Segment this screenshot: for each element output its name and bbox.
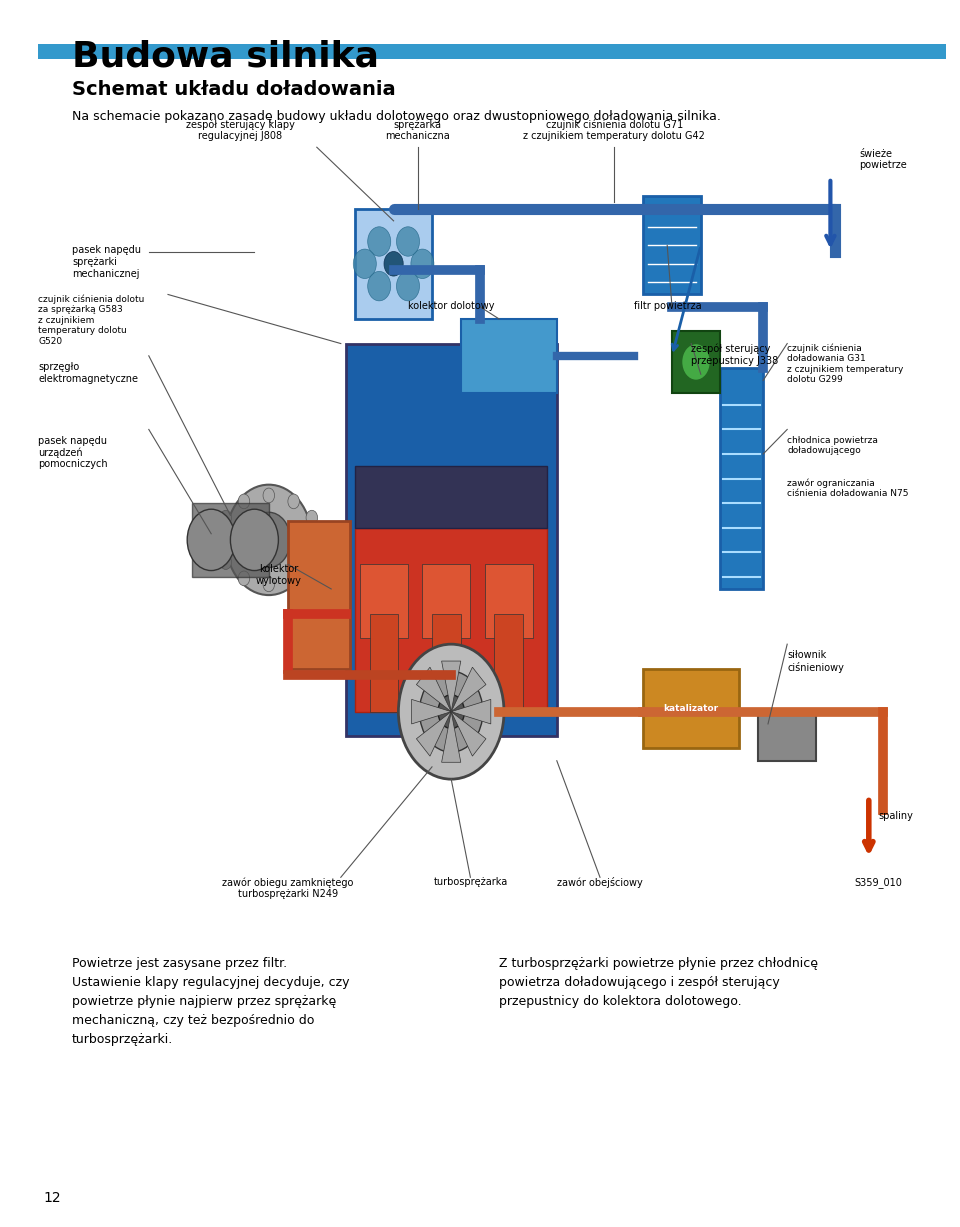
Circle shape [306, 510, 318, 525]
Text: świeże
powietrze: świeże powietrze [859, 148, 907, 171]
Text: Z turbosprzężarki powietrze płynie przez chłodnicę
powietrza doładowującego i ze: Z turbosprzężarki powietrze płynie przez… [499, 957, 818, 1009]
Circle shape [263, 488, 275, 503]
Circle shape [313, 533, 324, 547]
Text: sprężarka
mechaniczna: sprężarka mechaniczna [385, 119, 450, 141]
Bar [38, 129, 931, 890]
Circle shape [384, 252, 403, 276]
Circle shape [398, 644, 504, 779]
Text: filtr powietrza: filtr powietrza [634, 301, 701, 310]
Polygon shape [442, 712, 461, 762]
Circle shape [248, 513, 291, 567]
Polygon shape [451, 667, 486, 712]
Bar [672, 331, 720, 393]
Bar [53, 157, 64, 162]
Text: siłownik
ciśnieniowy: siłownik ciśnieniowy [787, 650, 844, 674]
Polygon shape [412, 699, 451, 724]
Circle shape [396, 271, 420, 301]
Bar [758, 712, 816, 761]
Text: Schemat układu doładowania: Schemat układu doładowania [72, 80, 396, 98]
Circle shape [213, 533, 225, 547]
Bar [53, 191, 70, 199]
Text: czujnik ciśnienia dolotu G71
z czujnikiem temperatury dolotu G42: czujnik ciśnienia dolotu G71 z czujnikie… [523, 119, 706, 141]
Bar [643, 196, 701, 294]
Bar [432, 614, 461, 712]
Polygon shape [442, 661, 461, 712]
Circle shape [420, 671, 483, 752]
Circle shape [411, 249, 434, 279]
Text: pasek napędu
sprężarki
mechanicznej: pasek napędu sprężarki mechanicznej [72, 245, 141, 279]
Text: S359_010: S359_010 [854, 877, 902, 888]
Polygon shape [417, 712, 451, 756]
Bar [485, 564, 533, 638]
Circle shape [187, 509, 235, 571]
Bar [38, 129, 106, 239]
Bar [643, 669, 739, 748]
Circle shape [220, 555, 231, 569]
Bar [370, 614, 398, 712]
Bar [38, 44, 946, 59]
Bar [53, 169, 64, 174]
Text: katalizator: katalizator [663, 704, 719, 713]
Bar [53, 140, 64, 147]
Circle shape [288, 571, 300, 585]
Text: Na schemacie pokazano zasadę budowy układu dolotowego oraz dwustopniowego dołado: Na schemacie pokazano zasadę budowy ukła… [72, 110, 721, 124]
Text: zawór obiegu zamkniętego
turbosprężarki N249: zawór obiegu zamkniętego turbosprężarki … [223, 877, 353, 899]
Bar [360, 564, 408, 638]
Circle shape [682, 344, 710, 380]
Text: 12: 12 [43, 1191, 60, 1205]
Bar [58, 196, 65, 206]
Text: chłodnica powietrza
doładowującego: chłodnica powietrza doładowującego [787, 436, 878, 455]
Text: pasek napędu
urządzeń
pomocniczych: pasek napędu urządzeń pomocniczych [38, 436, 108, 470]
Text: czujnik ciśnienia
doładowania G31
z czujnikiem temperatury
dolotu G299: czujnik ciśnienia doładowania G31 z czuj… [787, 344, 903, 384]
Bar [355, 466, 547, 528]
Circle shape [230, 509, 278, 571]
Circle shape [238, 494, 250, 509]
Text: czujnik ciśnienia dolotu
za sprężarką G583
z czujnikiem
temperatury dolotu
G520: czujnik ciśnienia dolotu za sprężarką G5… [38, 294, 145, 346]
Text: zespół sterujący
przepustnicy J338: zespół sterujący przepustnicy J338 [691, 344, 779, 366]
Bar [355, 528, 547, 712]
Polygon shape [451, 712, 486, 756]
Circle shape [368, 271, 391, 301]
Text: zawór ograniczania
ciśnienia doładowania N75: zawór ograniczania ciśnienia doładowania… [787, 479, 909, 498]
Text: zespół sterujący klapy
regulacyjnej J808: zespół sterujący klapy regulacyjnej J808 [185, 119, 295, 141]
Bar [288, 521, 350, 669]
Text: zawór obejściowy: zawór obejściowy [557, 877, 643, 888]
Text: kolektor
wylotowy: kolektor wylotowy [255, 564, 301, 587]
Circle shape [238, 571, 250, 585]
Bar [355, 209, 432, 319]
Bar [494, 614, 523, 712]
Bar [720, 368, 763, 589]
Circle shape [288, 494, 300, 509]
Text: sprzęgło
elektromagnetyczne: sprzęgło elektromagnetyczne [38, 362, 138, 384]
Text: spaliny: spaliny [878, 811, 913, 821]
Circle shape [226, 485, 312, 595]
Circle shape [306, 555, 318, 569]
Bar [192, 503, 269, 577]
Bar [461, 319, 557, 393]
Circle shape [438, 694, 465, 729]
Polygon shape [451, 699, 491, 724]
Text: turbosprężarka: turbosprężarka [433, 877, 508, 887]
Circle shape [396, 227, 420, 256]
Bar [53, 183, 70, 187]
Polygon shape [417, 667, 451, 712]
Text: Budowa silnika: Budowa silnika [72, 39, 379, 74]
Text: kolektor dolotowy: kolektor dolotowy [408, 301, 494, 310]
Bar [422, 564, 470, 638]
Bar [62, 147, 68, 152]
Circle shape [263, 577, 275, 591]
Circle shape [220, 510, 231, 525]
Text: Powietrze jest zasysane przez filtr.
Ustawienie klapy regulacyjnej decyduje, czy: Powietrze jest zasysane przez filtr. Ust… [72, 957, 349, 1047]
Bar [346, 344, 557, 736]
Circle shape [368, 227, 391, 256]
Circle shape [353, 249, 376, 279]
